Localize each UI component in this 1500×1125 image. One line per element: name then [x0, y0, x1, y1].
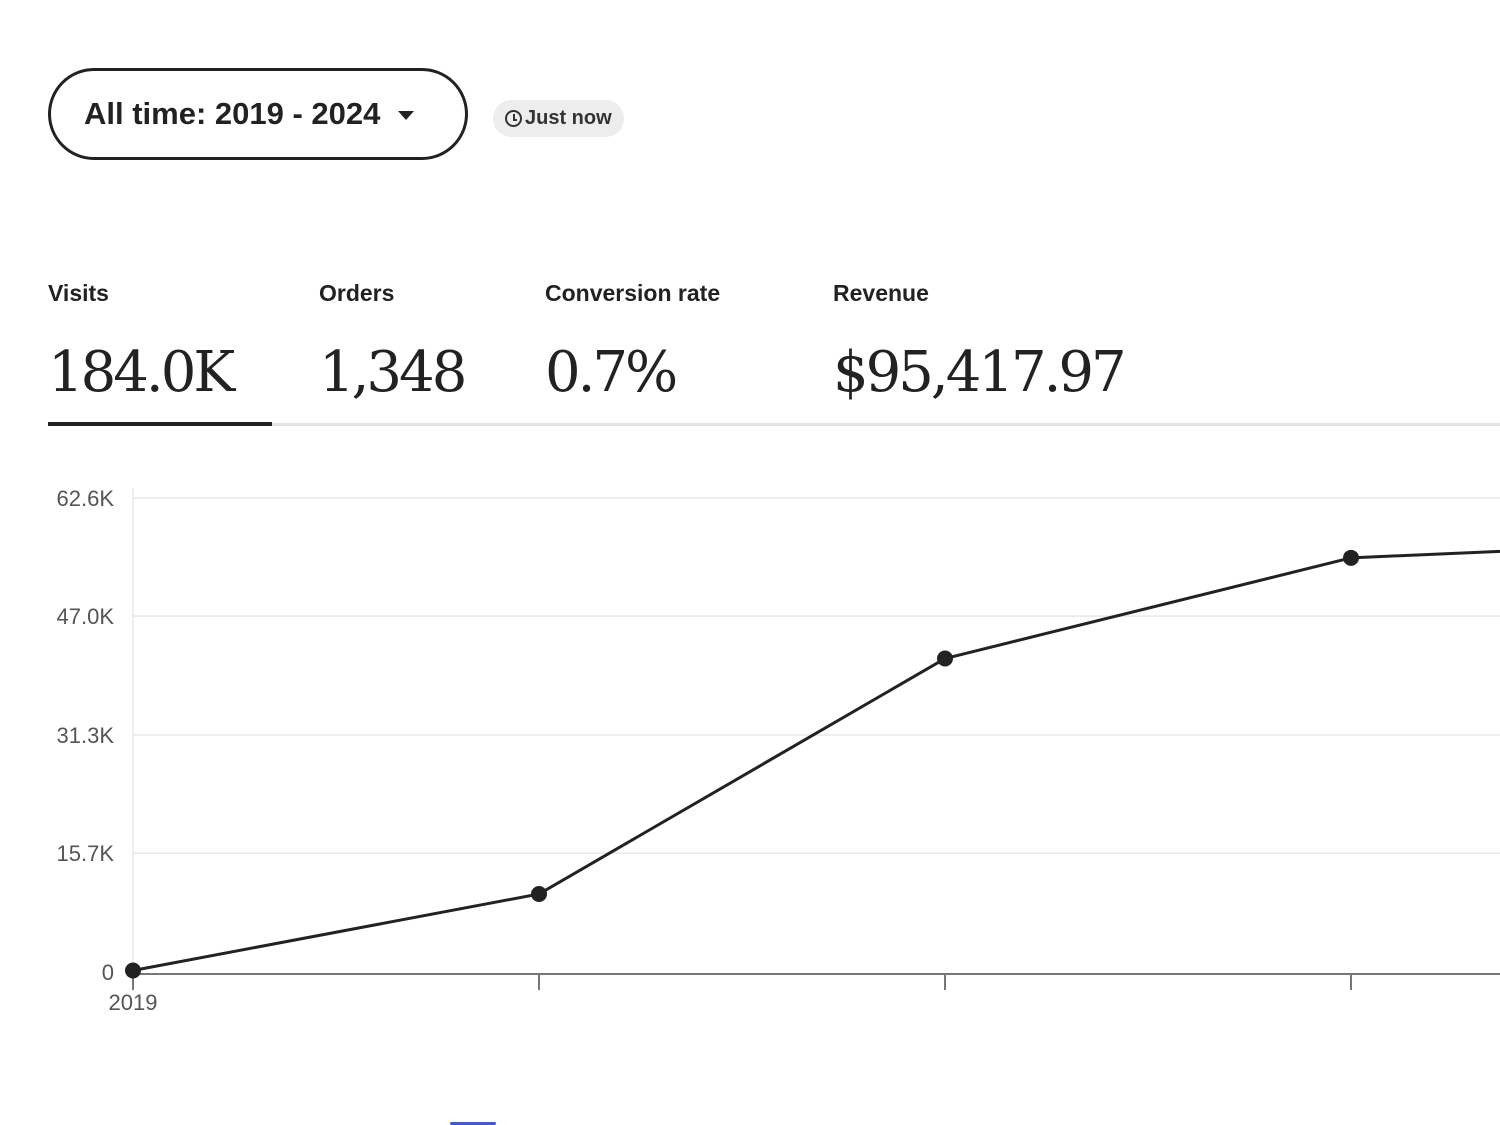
last-updated-label: Just now [525, 107, 612, 129]
data-point [125, 962, 141, 979]
metric-value: 0.7% [545, 340, 678, 405]
date-range-label: All time: 2019 - 2024 [84, 96, 381, 131]
metric-label: Revenue [833, 280, 929, 306]
metric-value: 1,348 [319, 340, 467, 405]
data-point [937, 650, 953, 667]
metric-tab-conversion-rate[interactable]: Conversion rate 0.7% [545, 280, 720, 405]
y-tick-label: 47.0K [57, 604, 115, 629]
y-tick-label: 15.7K [57, 841, 115, 866]
metric-tabs-divider [48, 423, 1500, 426]
caret-down-icon [398, 110, 415, 120]
metric-tab-revenue[interactable]: Revenue $95,417.97 [833, 280, 1127, 405]
date-range-dropdown[interactable]: All time: 2019 - 2024 [48, 68, 468, 160]
series-line [132, 549, 1500, 972]
metric-label: Orders [319, 280, 395, 306]
visits-line-chart: 0 15.7K 31.3K 47.0K 62.6K 2019 [57, 486, 1500, 1015]
data-point [1343, 549, 1359, 566]
clock-icon [505, 110, 522, 127]
y-tick-label: 31.3K [57, 723, 115, 748]
selected-tab-indicator [48, 422, 272, 426]
x-tick-label: 2019 [109, 990, 158, 1015]
metric-value: 184.0K [48, 340, 235, 405]
last-updated-badge: Just now [493, 100, 624, 137]
y-tick-label: 62.6K [57, 486, 115, 511]
metric-tab-orders[interactable]: Orders 1,348 [319, 280, 467, 405]
metric-label: Visits [48, 280, 109, 306]
data-point [531, 886, 547, 903]
scroll-indicator [450, 1122, 496, 1125]
metric-tab-visits[interactable]: Visits 184.0K [48, 280, 235, 405]
metric-value: $95,417.97 [833, 340, 1127, 405]
y-tick-label: 0 [102, 960, 114, 985]
metric-label: Conversion rate [545, 280, 721, 306]
